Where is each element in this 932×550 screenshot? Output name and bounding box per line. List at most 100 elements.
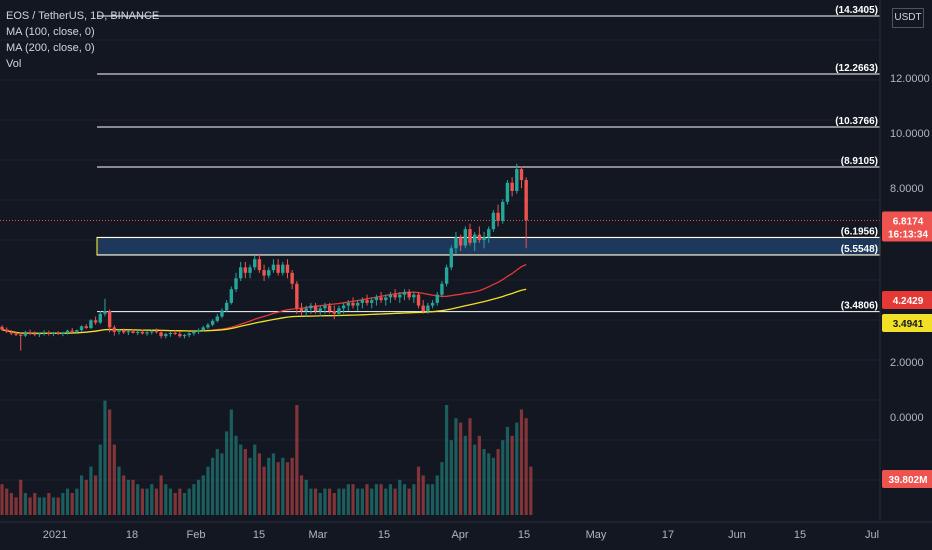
volume-bar [159,475,163,515]
volume-bar [402,484,407,515]
time-axis[interactable]: 2021 18 Feb 15 Mar 15 Apr 15 May 17 Jun 15 Jul [0,521,932,541]
volume-bar [445,405,449,515]
ma100-tag [882,291,932,309]
volume-bar [519,409,524,515]
candle-body [61,332,65,334]
volume-bar [229,409,233,515]
volume-bar [267,457,271,515]
volume-bar [491,457,495,515]
volume-bar [103,400,107,515]
candle-body [84,326,88,328]
volume-bar [524,418,528,515]
candle-body [271,264,276,271]
volume-bar [412,484,416,515]
volume-bar [0,484,4,515]
price-level-label: (6.1956) [841,226,878,237]
candle-body [449,248,453,268]
volume-bar [281,457,285,515]
volume-bar [309,488,313,515]
candle-body [299,308,304,312]
candle-body [234,278,238,290]
volume-bar [112,444,116,515]
volume-bar [299,475,304,515]
candle-body [201,327,205,331]
volume-bar [384,488,388,515]
volume-bar [496,449,500,515]
candle-body [384,297,388,301]
volume-bar [332,493,336,515]
volume-bar [304,479,308,515]
candle-body [430,302,435,306]
candle-body [70,330,74,332]
candle-body [206,324,210,328]
price-level-label: (12.2663) [835,63,878,74]
volume-bar [370,488,374,515]
symbol-title: EOS / TetherUS, 1D, BINANCE [6,10,160,22]
candle-body [131,331,135,333]
price-axis-tick: 0.0000 [890,412,924,424]
candle-body [491,212,496,230]
candle-body [126,331,131,333]
candle-body [313,305,318,312]
candle-body [154,331,159,333]
candle-body [295,283,299,309]
candle-body [182,335,187,337]
volume-indicator-label[interactable]: Vol [6,58,22,70]
volume-bar [351,484,355,515]
volume-bar [435,475,439,515]
candle-body [93,320,98,323]
candle-body [79,326,84,331]
currency-unit-button[interactable]: USDT [892,8,924,28]
ma200-tag [882,314,932,332]
candle-body [444,267,449,284]
volume-bar [220,453,224,515]
candle-body [505,182,510,202]
candle-body [253,259,257,268]
candle-body [440,283,444,295]
candle-body [4,329,9,332]
candle-body [238,267,243,279]
candle-body [51,332,56,334]
volume-bar [150,484,154,515]
volume-bar [206,466,210,515]
candle-body [454,237,458,249]
volume-bar [19,479,23,515]
time-axis-tick: 15 [253,529,265,541]
price-axis[interactable]: 12.0000 10.0000 8.0000 2.0000 0.0000 [879,0,930,520]
last-tag-value: 6.8174 [893,216,924,227]
candle-body [112,327,117,332]
volume-bar [449,440,453,515]
volume-bar [346,484,350,515]
volume-tag [882,470,932,488]
price-axis-tick: 10.0000 [890,128,930,140]
time-axis-tick: Jul [865,529,879,541]
volume-bar [178,488,182,515]
volume-bar [140,488,144,515]
volume-bar [477,435,481,515]
volume-bar [374,484,378,515]
candle-body [421,305,425,312]
candle-body [482,237,486,241]
candle-body [379,297,383,301]
ma200-indicator-label[interactable]: MA (200, close, 0) [6,42,95,54]
volume-bar [416,466,421,515]
volume-bar [173,493,177,515]
candle-body [370,300,374,303]
volume-bar [379,484,383,515]
volume-bar [79,475,84,515]
candlesticks [0,163,528,351]
ma100-indicator-label[interactable]: MA (100, close, 0) [6,26,95,38]
candle-body [220,310,224,317]
time-axis-tick: 15 [518,529,530,541]
price-level-label: (8.9105) [841,156,878,167]
price-level-label: (3.4806) [841,301,878,312]
candle-body [304,308,308,312]
candle-body [472,234,477,243]
candle-body [341,305,346,309]
volume-bar [393,488,397,515]
candle-body [14,333,18,335]
candle-body [463,229,468,246]
last-tag [882,211,932,242]
ma200-tag-value: 3.4941 [893,319,924,330]
